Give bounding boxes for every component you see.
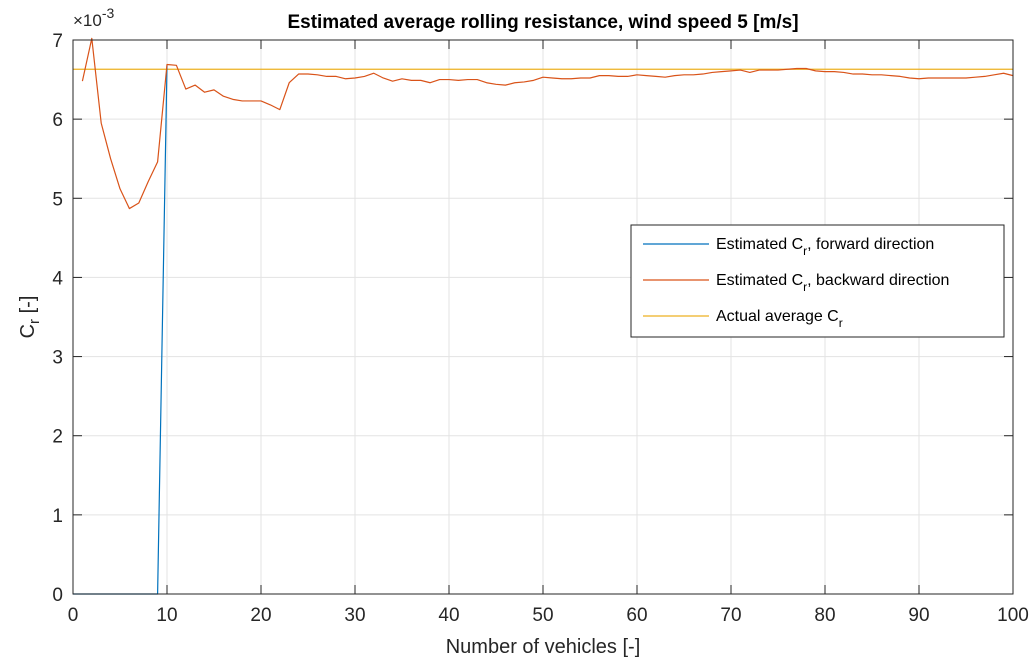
x-tick-label: 40 bbox=[438, 605, 459, 626]
y-tick-label: 5 bbox=[52, 189, 63, 210]
y-tick-label: 1 bbox=[52, 506, 63, 527]
y-tick-label: 3 bbox=[52, 348, 63, 369]
x-tick-label: 30 bbox=[344, 605, 365, 626]
x-axis-label: Number of vehicles [-] bbox=[446, 636, 641, 658]
legend: Estimated Cr, forward direction Estimated… bbox=[630, 224, 1005, 338]
y-tick-label: 4 bbox=[52, 268, 63, 289]
x-tick-label: 70 bbox=[720, 605, 741, 626]
chart-title: Estimated average rolling resistance, wi… bbox=[287, 12, 798, 33]
x-tick-label: 100 bbox=[997, 605, 1029, 626]
series-line-backward bbox=[81, 37, 1014, 210]
ticks bbox=[72, 39, 1014, 595]
x-tick-label: 10 bbox=[156, 605, 177, 626]
legend-entry: Estimated Cr, backward direction bbox=[716, 272, 949, 294]
x-tick-label: 50 bbox=[532, 605, 553, 626]
y-tick-label: 7 bbox=[52, 31, 63, 52]
legend-entry: Estimated Cr, forward direction bbox=[716, 236, 934, 258]
x-tick-label: 80 bbox=[814, 605, 835, 626]
tick-labels: 0 10 20 30 40 50 60 70 80 90 100 0 1 2 3 4 5 6 7 bbox=[52, 31, 1028, 626]
x-tick-label: 90 bbox=[908, 605, 929, 626]
y-tick-label: 2 bbox=[52, 427, 63, 448]
y-tick-label: 6 bbox=[52, 110, 63, 131]
x-tick-label: 0 bbox=[68, 605, 79, 626]
x-tick-label: 60 bbox=[626, 605, 647, 626]
y-axis-multiplier: ×10-3 bbox=[73, 5, 115, 30]
y-tick-label: 0 bbox=[52, 585, 63, 606]
x-tick-label: 20 bbox=[250, 605, 271, 626]
y-axis-label: Cr [-] bbox=[17, 296, 43, 339]
legend-entry: Actual average Cr bbox=[716, 308, 843, 330]
